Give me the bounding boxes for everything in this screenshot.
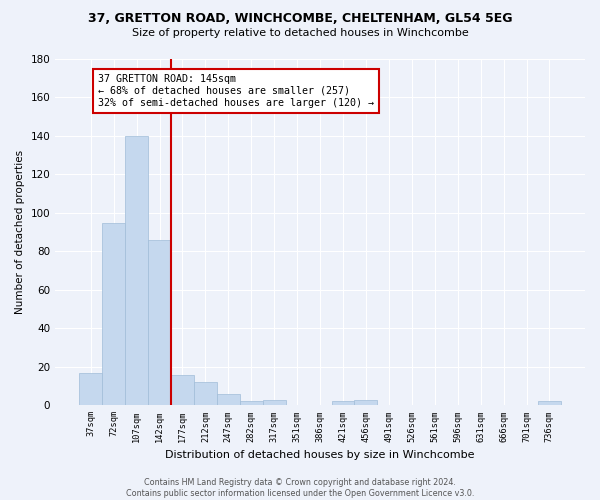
Bar (79, 372, 102, 406)
Bar (538, 402, 561, 406)
Y-axis label: Number of detached properties: Number of detached properties (15, 150, 25, 314)
Bar (332, 402, 355, 406)
Bar (194, 382, 217, 406)
X-axis label: Distribution of detached houses by size in Winchcombe: Distribution of detached houses by size … (166, 450, 475, 460)
Text: Size of property relative to detached houses in Winchcombe: Size of property relative to detached ho… (131, 28, 469, 38)
Bar (171, 374, 194, 406)
Bar (355, 400, 377, 406)
Bar (217, 394, 240, 406)
Bar (148, 240, 171, 406)
Text: 37, GRETTON ROAD, WINCHCOMBE, CHELTENHAM, GL54 5EG: 37, GRETTON ROAD, WINCHCOMBE, CHELTENHAM… (88, 12, 512, 26)
Bar (240, 402, 263, 406)
Bar (125, 136, 148, 406)
Text: 37 GRETTON ROAD: 145sqm
← 68% of detached houses are smaller (257)
32% of semi-d: 37 GRETTON ROAD: 145sqm ← 68% of detache… (98, 74, 374, 108)
Bar (263, 400, 286, 406)
Bar (102, 222, 125, 406)
Text: Contains HM Land Registry data © Crown copyright and database right 2024.
Contai: Contains HM Land Registry data © Crown c… (126, 478, 474, 498)
